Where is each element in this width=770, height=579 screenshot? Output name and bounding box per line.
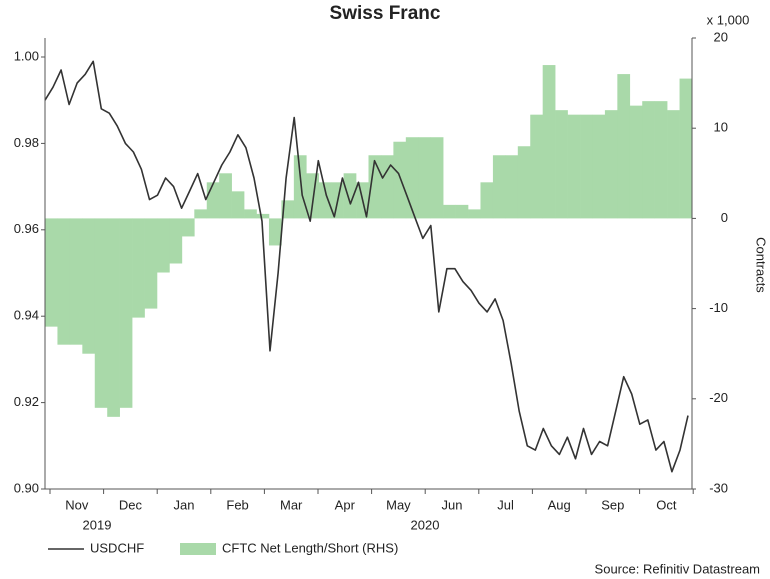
area-step (306, 173, 320, 219)
x-tick-label: Oct (656, 497, 677, 512)
area-step (343, 173, 357, 219)
y2-tick-label: 10 (714, 120, 728, 135)
area-step (318, 182, 332, 219)
area-step (393, 141, 407, 219)
area-step (555, 110, 568, 219)
y-tick-label: 1.00 (14, 48, 39, 63)
area-step (156, 218, 170, 273)
y2-tick-label: 20 (714, 29, 728, 44)
area-step (82, 218, 96, 354)
area-step (642, 101, 655, 219)
area-step (604, 110, 618, 219)
area-step (181, 218, 195, 237)
area-step (443, 204, 456, 219)
x-tick-label: Mar (280, 497, 303, 512)
area-step (206, 182, 220, 219)
area-step (194, 209, 208, 219)
year-label: 2020 (411, 517, 440, 532)
area-step (380, 155, 394, 219)
area-step (231, 191, 245, 219)
area-step (268, 218, 282, 246)
x-tick-label: Jun (442, 497, 463, 512)
area-step (107, 218, 120, 417)
price-line (44, 60, 689, 473)
area-step (617, 74, 631, 219)
legend-label: USDCHF (90, 540, 144, 555)
area-step (480, 182, 494, 219)
area-step (144, 218, 158, 309)
legend-label: CFTC Net Length/Short (RHS) (222, 540, 398, 555)
y2-tick-label: -30 (709, 480, 728, 495)
area-step (629, 105, 643, 219)
area-step (492, 155, 506, 219)
area-step (94, 218, 108, 408)
area-step (368, 155, 382, 219)
area-step (244, 209, 257, 219)
source: Source: Refinitiv Datastream (595, 561, 760, 576)
y-tick-label: 0.92 (14, 394, 39, 409)
area-step (667, 110, 680, 219)
area-step (567, 114, 581, 219)
y-tick-label: 0.94 (14, 308, 39, 323)
area-step (256, 213, 270, 219)
area-step (505, 155, 519, 219)
y2-unit: x 1,000 (707, 12, 750, 27)
year-label: 2019 (83, 517, 112, 532)
area-step (580, 114, 593, 219)
area-step (542, 65, 556, 219)
legend-swatch (180, 543, 216, 555)
area-step (57, 218, 71, 345)
x-tick-label: Feb (226, 497, 248, 512)
area-step (169, 218, 183, 264)
y2-tick-label: 0 (721, 210, 728, 225)
y-tick-label: 0.96 (14, 221, 39, 236)
area-step (430, 137, 444, 219)
y2-tick-label: -20 (709, 390, 728, 405)
area-step (418, 137, 432, 219)
area-step (69, 218, 83, 345)
x-tick-label: Jan (174, 497, 195, 512)
area-step (517, 146, 531, 219)
area-step (219, 173, 232, 219)
x-tick-label: May (386, 497, 411, 512)
area-step (530, 114, 543, 219)
x-tick-label: Aug (548, 497, 571, 512)
chart-title: Swiss Franc (330, 3, 441, 24)
area-step (132, 218, 145, 318)
y2-tick-label: -10 (709, 300, 728, 315)
area-step (468, 209, 481, 219)
area-step (592, 114, 606, 219)
x-tick-label: Nov (65, 497, 89, 512)
area-step (405, 137, 419, 219)
area-step (679, 78, 693, 219)
x-tick-label: Sep (601, 497, 624, 512)
y-tick-label: 0.90 (14, 480, 39, 495)
area-step (119, 218, 133, 408)
x-tick-label: Apr (335, 497, 356, 512)
area-step (455, 204, 469, 219)
x-tick-label: Dec (119, 497, 143, 512)
x-tick-label: Jul (497, 497, 514, 512)
area-step (45, 218, 58, 327)
y2-axis-label: Contracts (754, 237, 769, 293)
y-tick-label: 0.98 (14, 135, 39, 150)
area-step (654, 101, 668, 219)
area-step (293, 155, 307, 219)
